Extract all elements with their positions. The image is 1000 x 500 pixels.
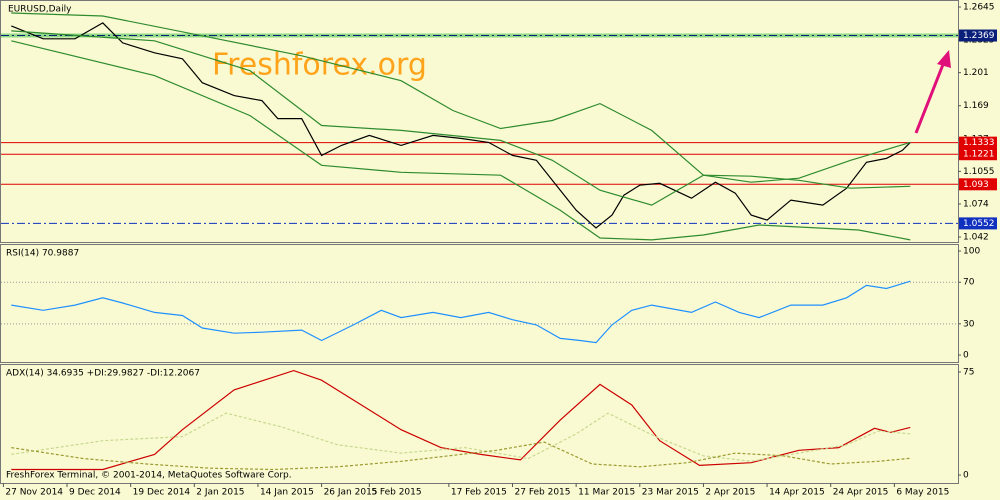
x-tick-label: 27 Feb 2015 [515,488,571,498]
y-tick-label: 1.201 [963,68,989,78]
watermark: Freshforex.org [212,48,427,83]
price-panel [0,0,959,243]
x-tick-label: 17 Feb 2015 [451,488,507,498]
y-tick-label: 1.169 [963,101,989,111]
level-tag [959,178,997,191]
adx-panel [0,364,959,484]
arrow-head [937,50,951,68]
x-tick-label: 14 Apr 2015 [769,488,825,498]
series-line [11,412,911,462]
y-tick-label: 1.042 [963,233,989,243]
level-tag [959,148,997,161]
rsi-panel [0,244,959,363]
y-tick-label: 75 [963,368,974,378]
rsi-title: RSI(14) 70.9887 [6,249,79,259]
y-tick-label: 0 [963,351,969,361]
level-label: 1.1333 [963,138,995,148]
x-tick-label: 19 Dec 2014 [133,488,191,498]
x-tick-label: 14 Jan 2015 [260,488,314,498]
series-line [11,280,911,344]
x-tick-label: 6 May 2015 [896,488,949,498]
x-tick-label: 24 Apr 2015 [833,488,889,498]
adx-title: ADX(14) 34.6935 +DI:29.9827 -DI:12.2067 [6,369,200,379]
copyright: FreshForex Terminal, © 2001-2014, MetaQu… [6,471,292,481]
series-line [11,40,911,241]
level-tag [959,217,997,230]
arrow-shaft [914,61,946,134]
level-label: 1.1221 [963,150,995,160]
x-tick-label: 9 Dec 2014 [69,488,121,498]
x-tick-label: 5 Feb 2015 [371,488,421,498]
level-tag [959,136,997,149]
y-tick-label: 1.1055 [963,167,995,177]
chart-title: EURUSD,Daily [8,5,72,15]
level-label: 1.093 [963,180,989,190]
series-line [11,441,911,471]
y-tick-label: 30 [963,319,975,329]
x-tick-label: 2 Apr 2015 [705,488,755,498]
y-tick-label: 1.2645 [963,2,995,12]
series-line [11,369,911,471]
y-tick-label: 0 [963,471,969,481]
y-tick-label: 100 [963,247,980,257]
x-tick-label: 27 Nov 2014 [5,488,63,498]
arrow [914,50,951,134]
y-tick-label: 70 [963,278,975,288]
x-tick-label: 23 Mar 2015 [642,488,699,498]
x-tick-label: 2 Jan 2015 [196,488,244,498]
x-tick-label: 11 Mar 2015 [578,488,635,498]
y-tick-label: 1.074 [963,199,989,209]
series-line [11,22,911,229]
x-tick-label: 26 Jan 2015 [324,488,378,498]
series-line [11,30,911,206]
level-label: 1.0552 [963,219,995,229]
level-label: 1.2369 [963,31,995,41]
level-tag [959,29,997,42]
